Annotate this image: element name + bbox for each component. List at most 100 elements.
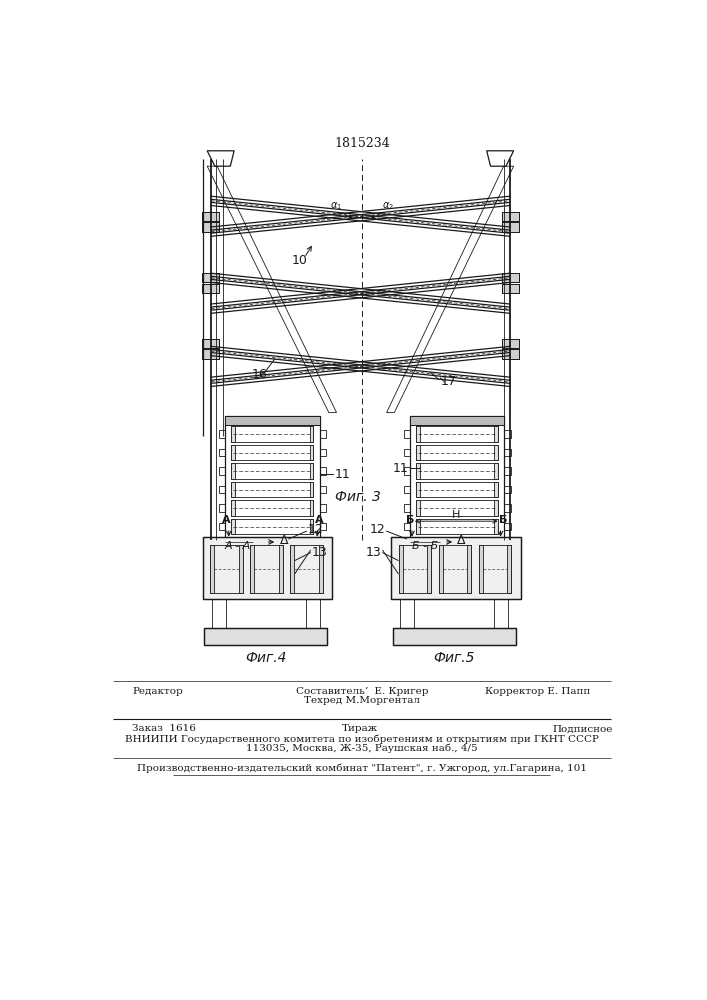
Text: 13: 13 [312,546,327,559]
Text: Заказ  1616: Заказ 1616 [132,724,197,733]
Bar [210,545,243,593]
Bar [201,212,218,221]
Bar [250,545,283,593]
Bar [210,545,214,593]
Bar [502,284,519,293]
Bar [504,430,510,438]
Bar [231,519,313,534]
Bar [404,486,409,493]
Bar [279,545,283,593]
Bar [203,537,332,599]
Text: А: А [222,515,230,525]
Text: Н: Н [452,510,460,520]
Bar [502,222,519,232]
Text: Фиг.5: Фиг.5 [433,651,475,665]
Bar [508,545,511,593]
Text: Техред М.Моргентал: Техред М.Моргентал [304,696,420,705]
Bar [416,426,420,442]
Bar [504,467,510,475]
Bar [416,463,498,479]
Bar [201,273,218,282]
Bar [409,416,504,425]
Bar [201,349,218,359]
Text: 13: 13 [366,546,381,559]
Bar [400,599,414,628]
Text: 17: 17 [440,375,456,388]
Bar [310,463,313,479]
Bar [404,467,409,475]
Bar [231,500,235,516]
Bar [291,545,322,593]
Text: 1815234: 1815234 [334,137,390,150]
Text: ВНИИПИ Государственного комитета по изобретениям и открытиям при ГКНТ СССР: ВНИИПИ Государственного комитета по изоб… [125,734,599,744]
Bar [201,284,218,293]
Bar [416,426,498,442]
Bar [428,545,431,593]
Bar [239,545,243,593]
Bar [416,445,498,460]
Text: Подписное: Подписное [552,724,612,733]
Text: Б: Б [498,515,507,525]
Bar [404,523,409,530]
Bar [399,545,403,593]
Text: Редактор: Редактор [132,687,183,696]
Bar [305,599,320,628]
Bar [218,449,225,456]
Bar [502,339,519,348]
Text: Фиг.4: Фиг.4 [245,651,286,665]
Text: 16: 16 [252,368,267,381]
Bar [320,467,326,475]
Text: Фиг. 3: Фиг. 3 [335,490,381,504]
Bar [502,339,519,348]
Bar [320,523,326,530]
Bar [250,545,254,593]
Bar [502,273,519,282]
Bar [502,212,519,221]
Text: Производственно-издательский комбинат "Патент", г. Ужгород, ул.Гагарина, 101: Производственно-издательский комбинат "П… [137,764,587,773]
Bar [218,504,225,512]
Bar [201,339,218,348]
Bar [201,349,218,359]
Bar [404,430,409,438]
Text: $\alpha_1$: $\alpha_1$ [330,200,342,212]
Bar [504,486,510,493]
Bar [225,416,320,425]
Bar [494,519,498,534]
Text: 12: 12 [308,523,324,536]
Bar [310,519,313,534]
Bar [218,467,225,475]
Bar [218,523,225,530]
Text: А: А [315,515,324,525]
Bar [201,212,218,221]
Bar [494,426,498,442]
Text: Б - Б: Б - Б [412,541,438,551]
Bar [409,416,504,425]
Bar [416,482,498,497]
Bar [391,537,520,599]
Bar [467,545,472,593]
Bar [320,430,326,438]
Bar [393,628,516,645]
Bar [416,500,420,516]
Text: $\alpha_2$: $\alpha_2$ [382,200,394,212]
Bar [231,463,235,479]
Bar [416,463,420,479]
Bar [479,545,483,593]
Bar [494,599,508,628]
Bar [231,482,313,497]
Bar [231,519,235,534]
Bar [204,628,327,645]
Bar [320,449,326,456]
Text: Тираж: Тираж [341,724,378,733]
Bar [439,545,472,593]
Bar [201,222,218,232]
Bar [310,445,313,460]
Bar [225,416,320,539]
Bar [416,500,498,516]
Bar [201,273,218,282]
Bar [502,212,519,221]
Bar [393,628,516,645]
Bar [416,519,420,534]
Bar [231,445,235,460]
Text: Корректор Е. Папп: Корректор Е. Папп [486,687,590,696]
